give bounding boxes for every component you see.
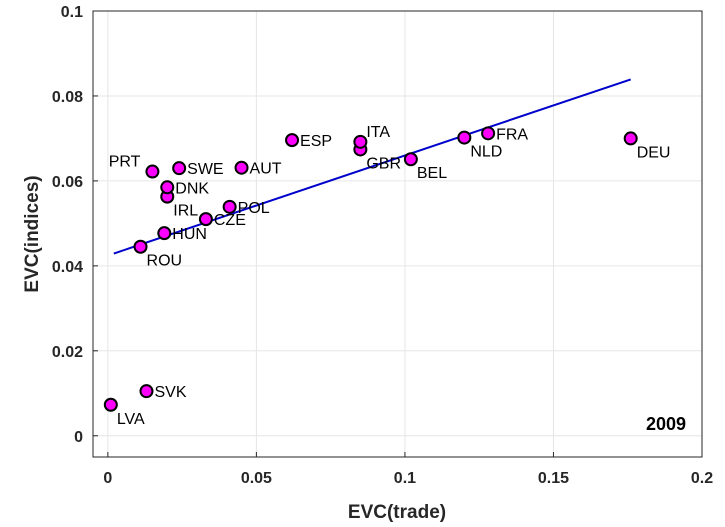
y-tick-label: 0.04 (52, 259, 83, 276)
point-hun (157, 226, 172, 241)
fit-line (113, 78, 632, 255)
y-tick-label: 0 (74, 429, 83, 446)
point-prt (145, 164, 160, 179)
point-ita (353, 134, 368, 149)
label-bel: BEL (417, 165, 447, 182)
point-cze (198, 212, 213, 227)
y-tick-label: 0.1 (61, 4, 83, 21)
label-deu: DEU (637, 144, 671, 161)
label-rou: ROU (147, 253, 183, 270)
point-pol (222, 199, 237, 214)
label-pol: POL (238, 200, 270, 217)
label-hun: HUN (172, 226, 207, 243)
y-tick-label: 0.02 (52, 344, 83, 361)
label-irl: IRL (173, 203, 198, 220)
point-dnk (160, 180, 175, 195)
point-fra (481, 126, 496, 141)
label-svk: SVK (154, 384, 186, 401)
fit-line-group (113, 78, 632, 255)
label-fra: FRA (496, 126, 528, 143)
year-annotation: 2009 (646, 414, 686, 434)
plot-area (93, 11, 702, 457)
label-ita: ITA (366, 124, 390, 141)
point-lva (103, 397, 118, 412)
x-tick-label: 0.2 (691, 470, 713, 487)
y-tick-label: 0.06 (52, 174, 83, 191)
point-esp (285, 133, 300, 148)
label-swe: SWE (187, 161, 223, 178)
plot-frame (92, 10, 703, 458)
point-aut (234, 160, 249, 175)
x-tick-label: 0.1 (394, 470, 416, 487)
point-rou (133, 239, 148, 254)
x-tick-label: 0.15 (538, 470, 569, 487)
label-cze: CZE (214, 212, 246, 229)
label-nld: NLD (470, 144, 502, 161)
point-swe (172, 161, 187, 176)
x-tick-label: 0 (103, 470, 112, 487)
point-deu (623, 131, 638, 146)
point-bel (403, 152, 418, 167)
y-axis-label: EVC(indices) (22, 175, 43, 292)
label-prt: PRT (109, 154, 141, 171)
x-tick-label: 0.05 (241, 470, 272, 487)
point-nld (457, 130, 472, 145)
label-dnk: DNK (175, 180, 209, 197)
label-aut: AUT (250, 161, 282, 178)
label-lva: LVA (117, 411, 145, 428)
point-svk (139, 384, 154, 399)
x-axis-label: EVC(trade) (348, 502, 446, 523)
tick-labels: 0 0.05 0.1 0.15 0.2 0 0.02 0.04 0.06 0.08 0.1 (52, 4, 713, 487)
points-group (103, 126, 638, 412)
label-gbr: GBR (366, 155, 401, 172)
label-esp: ESP (300, 133, 332, 150)
y-tick-label: 0.08 (52, 89, 83, 106)
